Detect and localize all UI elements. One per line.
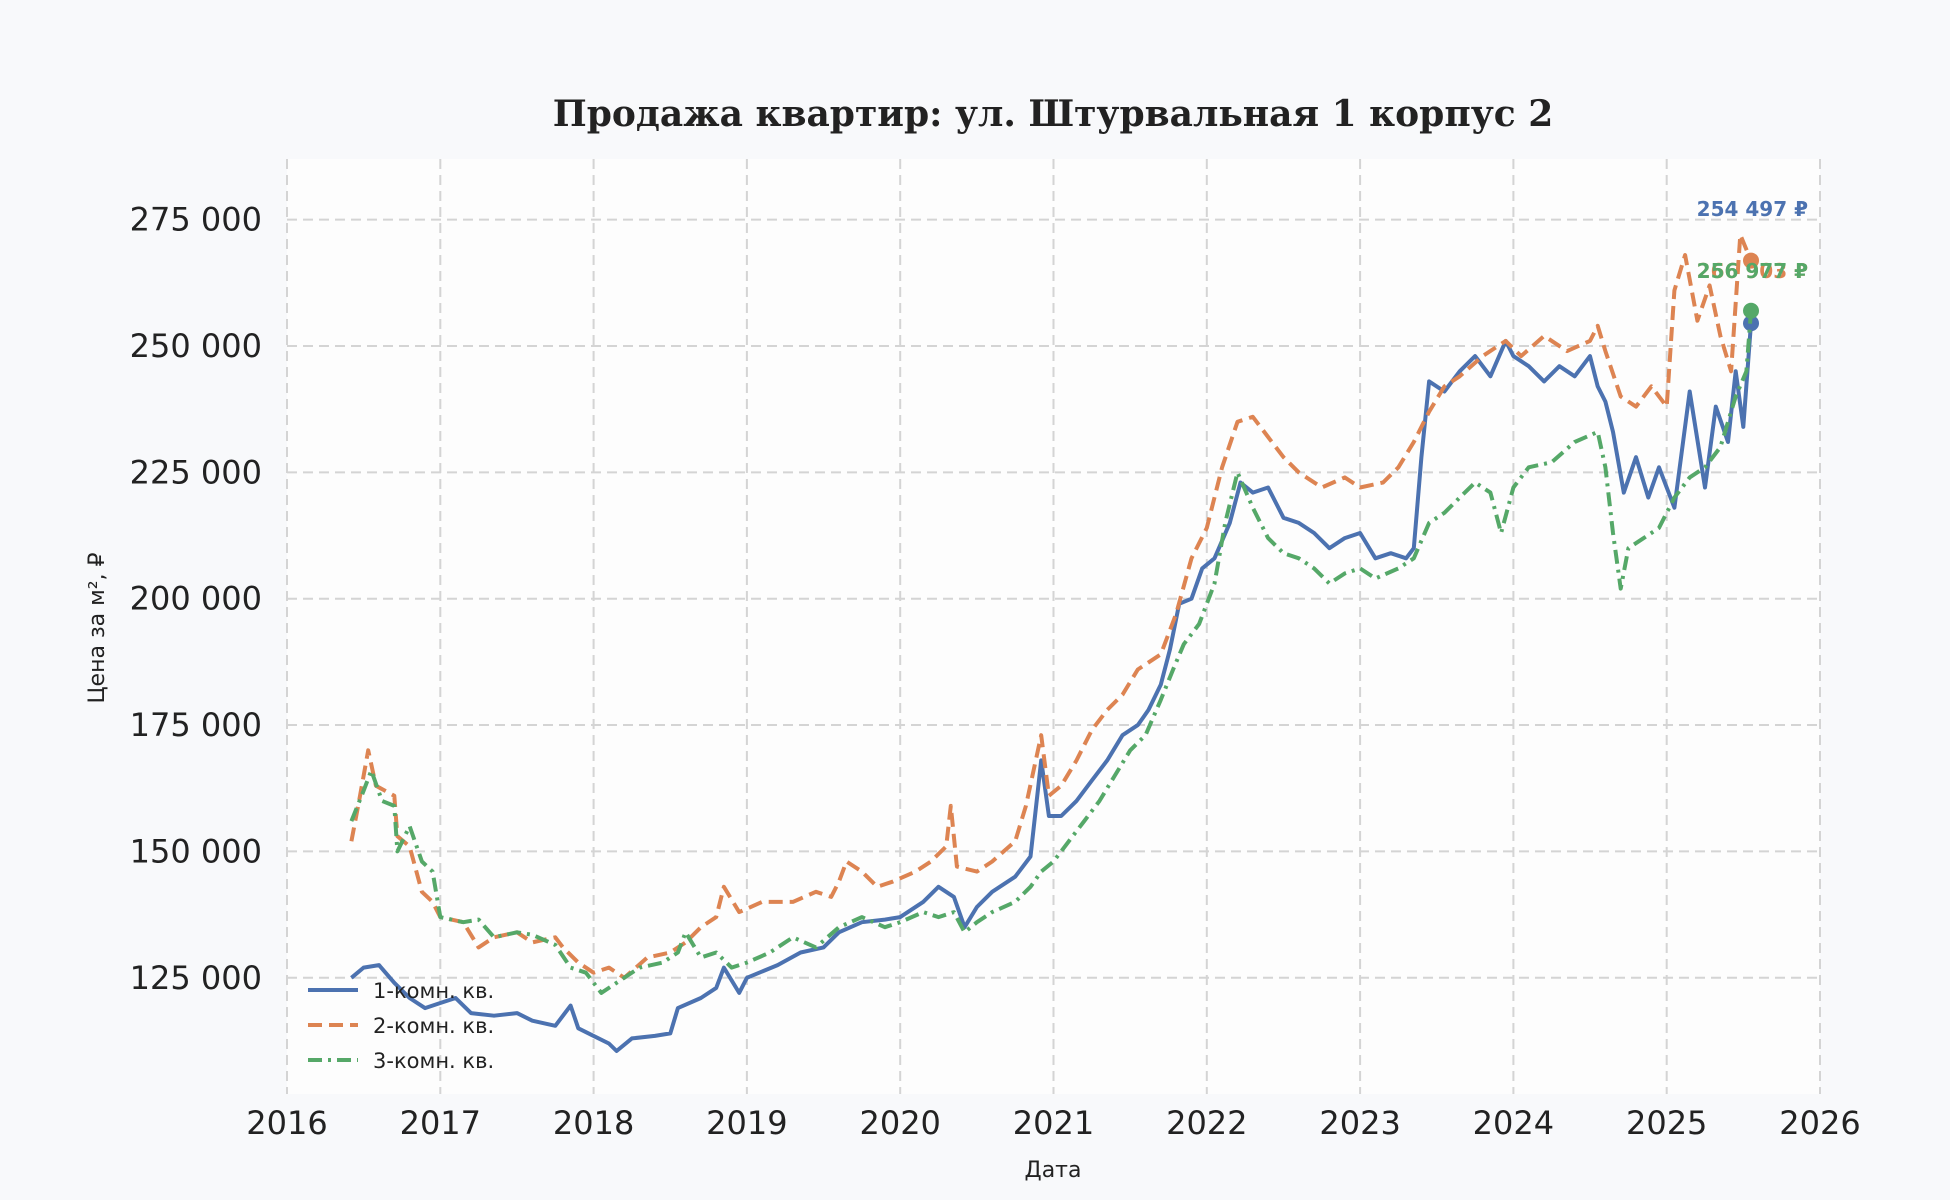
- tick-labels: 2016 2017 2018 2019 2020 2021 2022 2023 2024 2025…: [130, 201, 1861, 1142]
- x-tick-label: 2026: [1779, 1104, 1860, 1142]
- series-line-2: [349, 232, 1753, 980]
- y-tick-label: 275 000: [130, 201, 262, 239]
- x-tick-label: 2020: [859, 1104, 940, 1142]
- series-end-label-2: 266 903 ₽: [1697, 259, 1808, 283]
- y-tick-label: 125 000: [130, 959, 262, 997]
- x-tick-label: 2019: [706, 1104, 787, 1142]
- x-tick-label: 2017: [400, 1104, 481, 1142]
- legend: 1-комн. кв. 2-комн. кв. 3-комн. кв.: [308, 979, 494, 1073]
- x-tick-label: 2025: [1626, 1104, 1707, 1142]
- legend-label-1: 1-комн. кв.: [373, 979, 494, 1003]
- series-end-marker-3: [1743, 302, 1760, 319]
- x-tick-label: 2021: [1013, 1104, 1094, 1142]
- legend-label-2: 2-комн. кв.: [373, 1014, 494, 1038]
- y-axis-label: Цена за м², ₽: [85, 552, 110, 703]
- series-line-3: [349, 310, 1753, 995]
- legend-label-3: 3-комн. кв.: [373, 1049, 494, 1073]
- series-end-marker-2: [1743, 252, 1760, 269]
- x-tick-label: 2023: [1319, 1104, 1400, 1142]
- chart-title: Продажа квартир: ул. Штурвальная 1 корпу…: [553, 93, 1554, 135]
- x-tick-label: 2018: [553, 1104, 634, 1142]
- end-value-labels: 254 497 ₽ 266 903 ₽256 977 ₽: [1697, 197, 1808, 283]
- grid-lines: [286, 159, 1821, 1094]
- x-axis-label: Дата: [1025, 1158, 1082, 1183]
- series-lines: [349, 232, 1760, 1053]
- y-tick-label: 200 000: [130, 580, 262, 618]
- x-tick-label: 2022: [1166, 1104, 1247, 1142]
- series-end-label-3: 256 977 ₽: [1697, 259, 1808, 283]
- y-tick-label: 250 000: [130, 327, 262, 365]
- series-end-label-1: 254 497 ₽: [1697, 197, 1808, 221]
- x-tick-label: 2016: [246, 1104, 327, 1142]
- y-tick-label: 225 000: [130, 453, 262, 491]
- y-tick-label: 150 000: [130, 832, 262, 870]
- y-tick-label: 175 000: [130, 706, 262, 744]
- series-line-1: [350, 323, 1753, 1053]
- x-tick-label: 2024: [1473, 1104, 1554, 1142]
